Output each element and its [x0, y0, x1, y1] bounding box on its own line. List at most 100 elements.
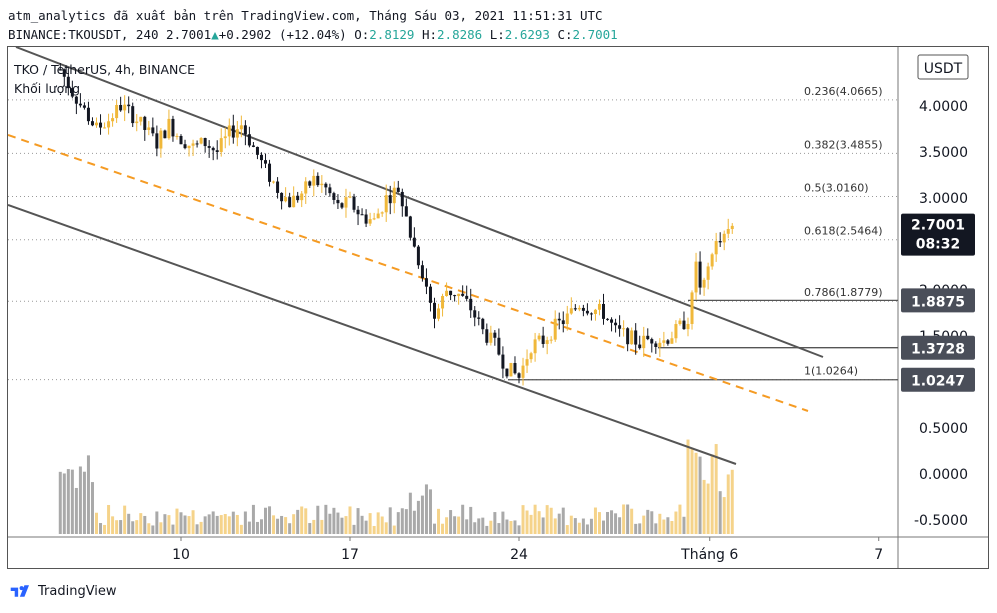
candle-body: [231, 125, 235, 138]
volume-bar: [722, 497, 726, 534]
volume-bar: [90, 482, 94, 534]
candle-body: [111, 118, 115, 122]
y-tick-label: -0.5000: [914, 513, 968, 529]
volume-bar: [316, 505, 320, 534]
volume-bar: [589, 518, 593, 534]
volume-bar: [557, 513, 561, 534]
volume-bar: [175, 508, 179, 534]
candle-body: [175, 135, 179, 137]
candle-body: [477, 317, 481, 319]
candle-body: [670, 338, 674, 344]
chart-frame: [7, 46, 989, 569]
candle-body: [678, 320, 682, 325]
candle-body: [710, 254, 714, 267]
candle-body: [312, 175, 316, 186]
volume-bar: [179, 512, 183, 534]
volume-bar: [404, 509, 408, 534]
candle-body: [541, 335, 545, 344]
candle-body: [159, 130, 163, 149]
candle-body: [199, 138, 203, 144]
volume-bar: [461, 504, 465, 534]
close-value: 2.7001: [572, 27, 618, 42]
volume-bar: [650, 511, 654, 534]
volume-bar: [195, 524, 199, 534]
volume-bar: [549, 507, 553, 534]
volume-bar: [147, 523, 151, 534]
candle-body: [207, 146, 211, 148]
candle-body: [529, 353, 533, 360]
volume-bar: [517, 525, 521, 534]
candle-body: [404, 206, 408, 217]
volume-bar: [702, 479, 706, 534]
candle-body: [107, 121, 111, 128]
high-label: H:: [421, 27, 438, 42]
volume-bar: [380, 516, 384, 534]
volume-bar: [416, 500, 420, 534]
candle-body: [356, 209, 360, 215]
candle-body: [694, 261, 698, 293]
candle-body: [259, 154, 263, 161]
volume-bar: [445, 517, 449, 534]
volume-bar: [646, 509, 650, 534]
volume-bar: [670, 520, 674, 534]
candle-body: [441, 296, 445, 309]
candle-body: [360, 214, 364, 216]
fib-level-label: 1(1.0264): [804, 365, 858, 378]
volume-bar: [710, 454, 714, 534]
volume-bar: [525, 510, 529, 534]
candle-body: [686, 323, 690, 330]
volume-bar: [78, 466, 82, 534]
candle-body: [163, 130, 167, 139]
volume-bar: [58, 471, 62, 534]
volume-bar: [328, 513, 332, 534]
candle-body: [167, 118, 171, 139]
volume-bar: [662, 519, 666, 534]
candle-body: [300, 193, 304, 201]
volume-bar: [207, 514, 211, 534]
volume-bar: [606, 511, 610, 534]
candle-body: [726, 229, 730, 234]
volume-bar: [686, 439, 690, 534]
price-badge-box: [901, 335, 975, 360]
volume-bar: [135, 520, 139, 534]
volume-bar: [62, 473, 66, 534]
candle-body: [211, 147, 215, 151]
volume-bar: [513, 520, 517, 534]
candle-body: [171, 118, 175, 137]
volume-bar: [155, 511, 159, 534]
volume-bar: [163, 514, 167, 534]
low-value: 2.6293: [504, 27, 550, 42]
price-badges: 2.7001 08:32 1.8875 1.3728 1.0247: [901, 213, 975, 392]
candle-body: [316, 175, 320, 186]
price-chart[interactable]: 0.236(4.0665) 0.382(3.4855) 0.5(3.0160) 0.6…: [8, 47, 988, 568]
candle-body: [344, 197, 348, 208]
volume-bar: [533, 504, 537, 534]
candle-body: [545, 340, 549, 344]
volume-bar: [428, 489, 432, 534]
candle-body: [235, 129, 239, 138]
candle-body: [151, 127, 155, 134]
candle-body: [284, 197, 288, 202]
volume-bar: [658, 513, 662, 534]
volume-bar: [171, 524, 175, 534]
volume-bar: [231, 511, 235, 534]
volume-label: Khối lượng: [14, 81, 80, 96]
volume-bar: [151, 525, 155, 534]
candle-body: [473, 310, 477, 318]
candle-body: [264, 160, 267, 164]
volume-bar: [698, 456, 702, 534]
candle-body: [573, 308, 577, 310]
candle-body: [195, 143, 199, 145]
volume-bar: [408, 492, 412, 534]
footer-brand[interactable]: TradingView: [8, 583, 117, 599]
volume-bar: [581, 518, 585, 534]
volume-bar: [449, 510, 453, 534]
volume-bar: [320, 519, 324, 534]
x-tick-label: 24: [510, 547, 528, 563]
currency-badge[interactable]: USDT: [917, 54, 969, 80]
candle-body: [730, 225, 734, 230]
volume-bar: [235, 514, 239, 534]
y-tick-label: 4.0000: [919, 99, 968, 115]
open-value: 2.8129: [369, 27, 415, 42]
candle-body: [553, 318, 557, 340]
